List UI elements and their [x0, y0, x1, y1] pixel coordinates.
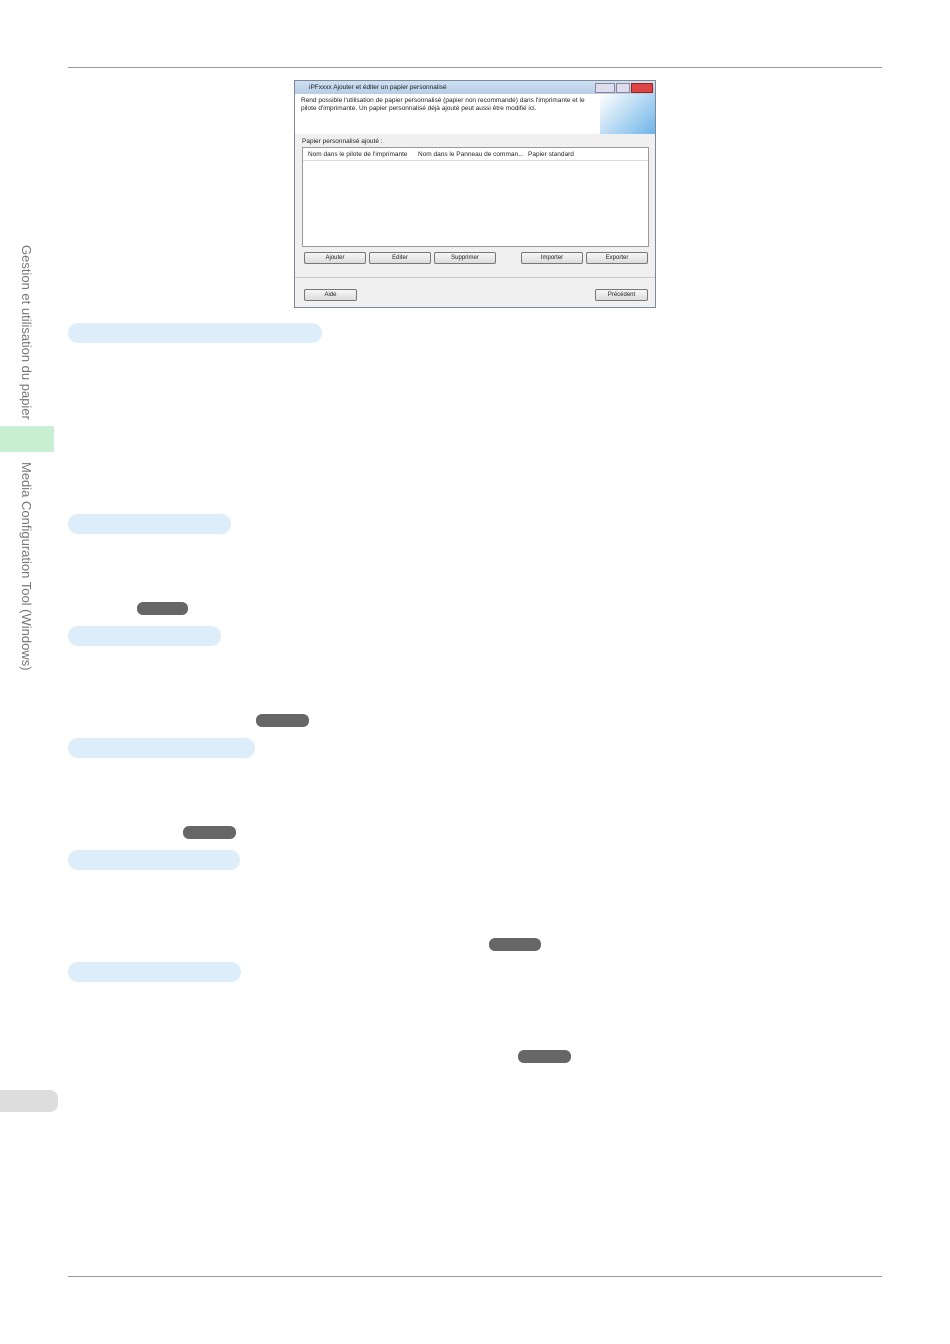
list-label: Papier personnalisé ajouté :: [302, 138, 383, 145]
add-button[interactable]: Ajouter: [304, 252, 366, 264]
close-button[interactable]: [631, 83, 653, 93]
heading-bar: [68, 850, 240, 870]
column-header[interactable]: Nom dans le pilote de l'imprimante: [308, 151, 408, 158]
page-tab: [0, 1090, 58, 1112]
link-badge[interactable]: [518, 1050, 571, 1063]
section-marker: [0, 426, 54, 452]
separator: [295, 277, 655, 278]
export-button[interactable]: Exporter: [586, 252, 648, 264]
section-tab-label: Gestion et utilisation du papier: [19, 245, 34, 420]
top-rule: [68, 67, 882, 68]
link-badge[interactable]: [489, 938, 541, 951]
maximize-button[interactable]: [616, 83, 630, 93]
heading-bar: [68, 514, 231, 534]
link-badge[interactable]: [137, 602, 188, 615]
list-header: Nom dans le pilote de l'imprimante Nom d…: [303, 148, 648, 161]
title-bar: iPFxxxx Ajouter et éditer un papier pers…: [295, 81, 655, 94]
paper-list[interactable]: Nom dans le pilote de l'imprimante Nom d…: [302, 147, 649, 247]
column-header[interactable]: Nom dans le Panneau de comman...: [418, 151, 524, 158]
back-button[interactable]: Précédent: [595, 289, 648, 301]
column-header[interactable]: Papier standard: [528, 151, 574, 158]
help-button[interactable]: Aide: [304, 289, 357, 301]
link-badge[interactable]: [183, 826, 236, 839]
header-graphic: [600, 94, 655, 134]
heading-bar: [68, 323, 322, 343]
delete-button[interactable]: Supprimer: [434, 252, 496, 264]
dialog-window: iPFxxxx Ajouter et éditer un papier pers…: [294, 80, 656, 308]
bottom-rule: [68, 1276, 882, 1277]
chapter-tab-label: Media Configuration Tool (Windows): [19, 462, 34, 671]
dialog-title: iPFxxxx Ajouter et éditer un papier pers…: [309, 84, 447, 91]
import-button[interactable]: Importer: [521, 252, 583, 264]
minimize-button[interactable]: [595, 83, 615, 93]
heading-bar: [68, 738, 255, 758]
header-panel: Rend possible l'utilisation de papier pe…: [295, 94, 655, 134]
description-line: pilote d'imprimante. Un papier personnal…: [301, 105, 537, 112]
link-badge[interactable]: [256, 714, 309, 727]
heading-bar: [68, 626, 221, 646]
edit-button[interactable]: Editer: [369, 252, 431, 264]
heading-bar: [68, 962, 241, 982]
description-line: Rend possible l'utilisation de papier pe…: [301, 97, 585, 104]
